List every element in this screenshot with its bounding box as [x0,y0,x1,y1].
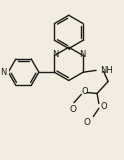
Text: NH: NH [100,66,113,75]
Text: N: N [0,68,6,77]
Text: O: O [82,87,88,96]
Text: O: O [69,105,77,115]
Text: O: O [84,118,91,127]
Text: N: N [79,50,85,59]
Text: N: N [52,50,58,59]
Text: O: O [101,102,107,111]
